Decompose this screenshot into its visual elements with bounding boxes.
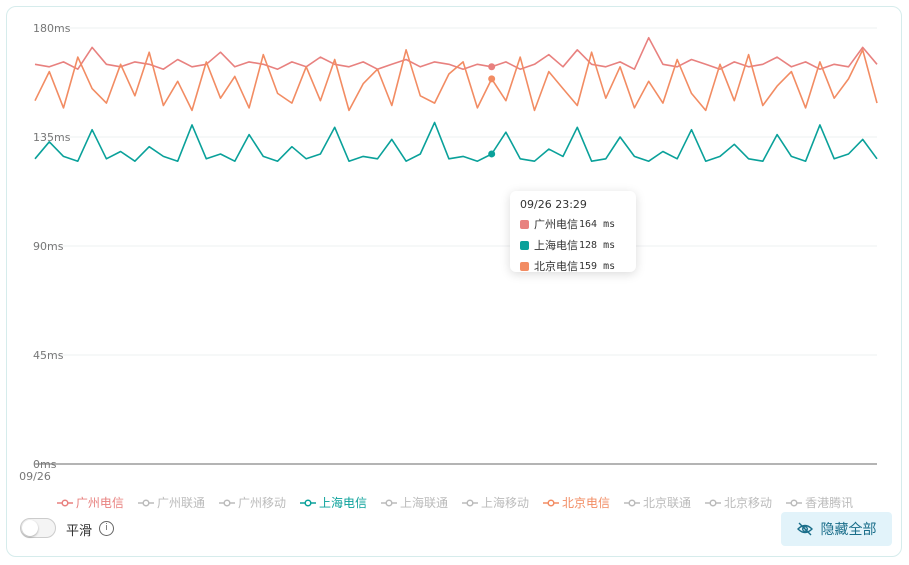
legend-label: 上海移动 (481, 496, 530, 510)
legend-dot (142, 498, 150, 507)
tooltip-row: 上海电信 128 ms (520, 237, 626, 253)
legend-dot (304, 498, 312, 507)
y-tick-label: 45ms (33, 349, 64, 362)
legend-item[interactable]: 上海电信 (299, 494, 367, 511)
tooltip-name: 广州电信 (534, 218, 578, 231)
tooltip: 09/26 23:29 广州电信 164 ms 上海电信 128 ms 北京电信 159 … (510, 191, 636, 274)
legend-item[interactable]: 北京移动 (705, 494, 772, 511)
legend-icon (705, 498, 722, 507)
legend-item[interactable]: 广州移动 (218, 494, 286, 511)
eye-off-icon (796, 522, 813, 536)
legend-icon (56, 498, 73, 507)
legend-label: 上海联通 (399, 496, 448, 510)
legend: 广州电信 广州联通 广州移动 上海电信 上海联通 上海移动 北京电信 北京联通 北京移动 香港腾讯 (20, 494, 890, 511)
series-line (34, 36, 878, 70)
legend-label: 广州移动 (237, 496, 286, 510)
tooltip-swatch (520, 261, 529, 271)
legend-item[interactable]: 广州联通 (137, 494, 205, 511)
legend-item[interactable]: 北京电信 (543, 494, 610, 511)
hover-point (488, 150, 496, 158)
tooltip-name: 上海电信 (534, 239, 578, 252)
series-line (34, 121, 878, 162)
legend-item[interactable]: 北京联通 (624, 494, 691, 511)
legend-label: 上海电信 (318, 496, 367, 510)
hover-point (488, 75, 496, 83)
legend-icon (380, 498, 397, 507)
tooltip-row: 广州电信 164 ms (520, 216, 626, 232)
legend-dot (466, 498, 474, 507)
tooltip-swatch (520, 240, 529, 250)
legend-item[interactable]: 香港腾讯 (786, 494, 853, 511)
legend-item[interactable]: 上海联通 (380, 494, 448, 511)
toggle-knob (22, 520, 38, 536)
legend-dot (709, 498, 717, 507)
legend-dot (628, 498, 636, 507)
legend-item[interactable]: 上海移动 (462, 494, 529, 511)
tooltip-swatch (520, 219, 529, 229)
smooth-label: 平滑 (66, 524, 93, 539)
legend-label: 北京联通 (643, 496, 692, 510)
tooltip-value: 128 ms (579, 239, 616, 251)
y-tick-label: 135ms (33, 131, 71, 144)
tooltip-value: 164 ms (579, 218, 616, 230)
y-tick-label: 0ms (33, 458, 57, 471)
legend-dot (223, 498, 231, 507)
x-tick-label: 09/26 (19, 470, 51, 483)
series-line (34, 49, 878, 112)
y-tick-label: 180ms (33, 22, 71, 35)
legend-dot (547, 498, 555, 507)
hover-point (488, 63, 496, 71)
legend-dot (61, 498, 69, 507)
tooltip-title: 09/26 23:29 (520, 198, 587, 211)
tooltip-value: 159 ms (579, 260, 616, 272)
legend-label: 广州联通 (156, 496, 205, 510)
legend-dot (385, 498, 393, 507)
hide-all-button[interactable]: 隐藏全部 (781, 512, 892, 546)
tooltip-row: 北京电信 159 ms (520, 258, 626, 274)
legend-icon (218, 498, 235, 507)
legend-item[interactable]: 广州电信 (56, 494, 124, 511)
card (6, 6, 902, 557)
legend-icon (786, 498, 803, 507)
info-icon[interactable]: i (99, 521, 114, 536)
legend-icon (299, 498, 316, 507)
legend-label: 广州电信 (75, 496, 124, 510)
tooltip-name: 北京电信 (534, 260, 578, 273)
legend-icon (543, 498, 560, 507)
y-tick-label: 90ms (33, 240, 64, 253)
legend-dot (790, 498, 798, 507)
legend-icon (137, 498, 154, 507)
legend-icon (624, 498, 641, 507)
legend-label: 北京移动 (724, 496, 773, 510)
hide-all-label: 隐藏全部 (820, 522, 877, 538)
smooth-toggle[interactable] (20, 518, 56, 538)
legend-label: 香港腾讯 (805, 496, 854, 510)
legend-icon (462, 498, 478, 507)
legend-label: 北京电信 (562, 496, 611, 510)
